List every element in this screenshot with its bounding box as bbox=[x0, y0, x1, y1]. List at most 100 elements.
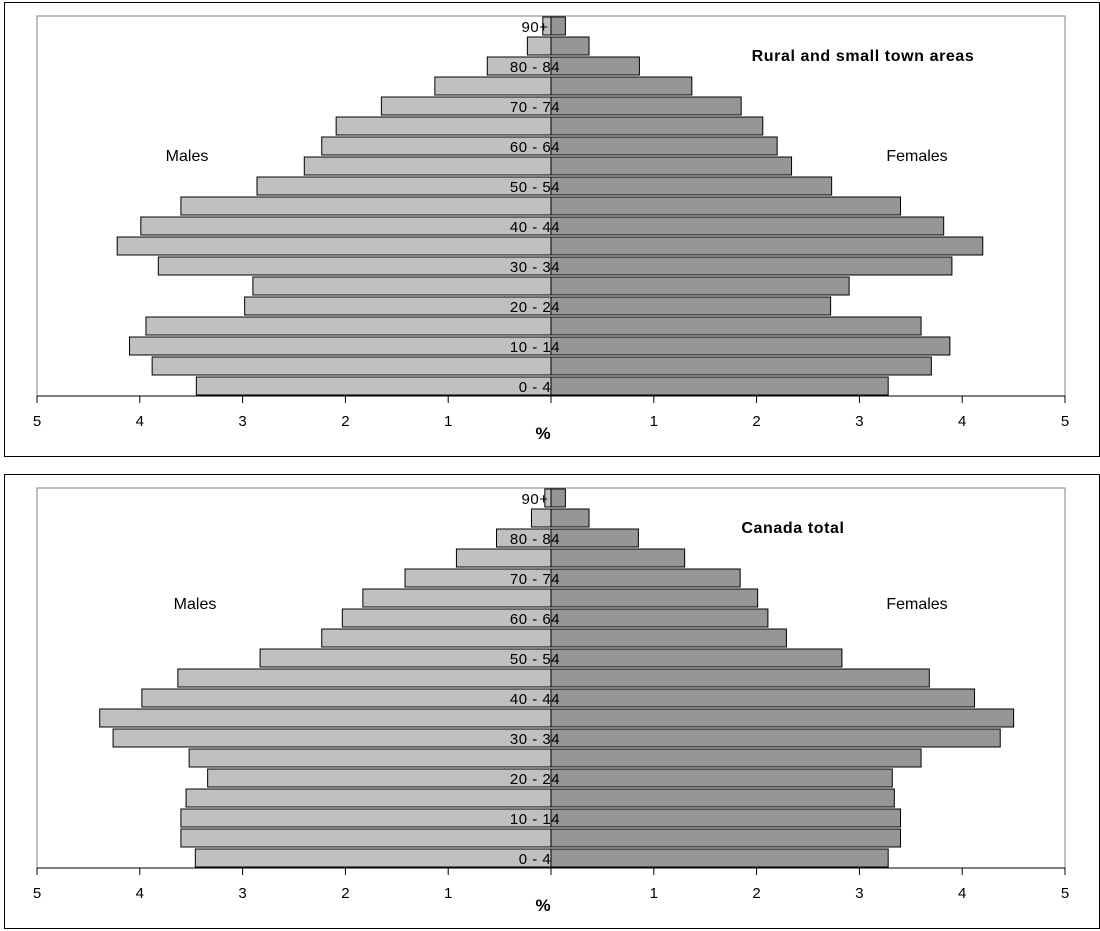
bar-female bbox=[550, 296, 832, 316]
category-label: 40 - 44 bbox=[510, 219, 560, 236]
bar-female bbox=[550, 376, 889, 396]
bar-female bbox=[550, 276, 850, 296]
x-tick-label: 2 bbox=[341, 885, 349, 902]
bar-female bbox=[550, 116, 764, 136]
category-label: 50 - 54 bbox=[510, 179, 560, 196]
legend-males: Males bbox=[174, 596, 217, 613]
bar-male bbox=[129, 336, 552, 356]
bars-layer bbox=[116, 16, 984, 396]
category-label: 80 - 84 bbox=[510, 531, 560, 548]
bar-male bbox=[145, 316, 552, 336]
category-label: 0 - 4 bbox=[519, 851, 552, 868]
bar-male bbox=[526, 36, 552, 56]
category-label: 50 - 54 bbox=[510, 651, 560, 668]
bar-male bbox=[303, 156, 552, 176]
bar-female bbox=[550, 76, 693, 96]
bar-female bbox=[550, 256, 953, 276]
x-axis-label: % bbox=[535, 424, 550, 443]
bar-male bbox=[455, 548, 552, 568]
bar-male bbox=[151, 356, 552, 376]
x-tick-label: 5 bbox=[33, 885, 41, 902]
bar-female bbox=[550, 528, 639, 548]
category-label: 60 - 64 bbox=[510, 139, 560, 156]
pyramid-chart-rural: 0 - 4 10 - 14 20 - 24 30 - 34 40 - 44 50 - 54… bbox=[33, 15, 1069, 443]
bar-male bbox=[99, 708, 552, 728]
x-tick-label: 3 bbox=[238, 885, 246, 902]
chart-title: Rural and small town areas bbox=[752, 48, 975, 65]
bar-male bbox=[335, 116, 552, 136]
x-axis-label: % bbox=[535, 896, 550, 915]
bar-female bbox=[550, 648, 843, 668]
bar-male bbox=[252, 276, 552, 296]
bar-male bbox=[180, 196, 552, 216]
bar-female bbox=[550, 808, 902, 828]
bar-female bbox=[550, 316, 922, 336]
category-label: 90+ bbox=[522, 19, 549, 36]
bar-female bbox=[550, 748, 922, 768]
bar-male bbox=[321, 628, 552, 648]
bar-female bbox=[550, 356, 932, 376]
x-tick-label: 5 bbox=[1061, 885, 1069, 902]
bar-male bbox=[188, 748, 552, 768]
bar-female bbox=[550, 768, 893, 788]
bar-male bbox=[244, 296, 552, 316]
x-tick-label: 1 bbox=[444, 885, 452, 902]
bar-female bbox=[550, 588, 759, 608]
x-tick-label: 2 bbox=[752, 885, 760, 902]
bar-female bbox=[550, 728, 1001, 748]
bar-female bbox=[550, 548, 686, 568]
x-tick-label: 4 bbox=[136, 413, 144, 430]
bar-male bbox=[177, 668, 552, 688]
bar-female bbox=[550, 216, 945, 236]
chart-panel-canada: 0 - 4 10 - 14 20 - 24 30 - 34 40 - 44 50 - 54… bbox=[4, 474, 1100, 929]
x-ticks-layer: 5 4 3 2 1 1 2 3 4 5 bbox=[33, 868, 1069, 902]
bar-female bbox=[550, 628, 787, 648]
x-tick-label: 5 bbox=[33, 413, 41, 430]
bar-female bbox=[550, 136, 778, 156]
bar-female bbox=[550, 156, 793, 176]
bar-female bbox=[550, 568, 741, 588]
legend-males: Males bbox=[166, 148, 209, 165]
category-label: 30 - 34 bbox=[510, 259, 560, 276]
bar-female bbox=[550, 488, 566, 508]
category-label: 10 - 14 bbox=[510, 811, 560, 828]
category-label: 10 - 14 bbox=[510, 339, 560, 356]
bar-female bbox=[550, 176, 833, 196]
legend-females: Females bbox=[886, 596, 947, 613]
bar-male bbox=[140, 216, 552, 236]
bar-male bbox=[194, 848, 552, 868]
x-ticks-layer: 5 4 3 2 1 1 2 3 4 5 bbox=[33, 396, 1069, 430]
bar-male bbox=[256, 176, 552, 196]
bar-female bbox=[550, 96, 742, 116]
bar-female bbox=[550, 608, 769, 628]
bar-male bbox=[362, 588, 552, 608]
x-tick-label: 5 bbox=[1061, 413, 1069, 430]
bar-female bbox=[550, 668, 930, 688]
x-tick-label: 1 bbox=[650, 413, 658, 430]
category-label: 80 - 84 bbox=[510, 59, 560, 76]
bar-female bbox=[550, 688, 976, 708]
legend-females: Females bbox=[886, 148, 947, 165]
category-labels-layer: 0 - 4 10 - 14 20 - 24 30 - 34 40 - 44 50 - 54… bbox=[510, 491, 560, 868]
x-tick-label: 4 bbox=[958, 413, 966, 430]
category-label: 20 - 24 bbox=[510, 771, 560, 788]
bar-male bbox=[157, 256, 552, 276]
bar-male bbox=[180, 828, 552, 848]
bar-female bbox=[550, 36, 590, 56]
x-tick-label: 2 bbox=[752, 413, 760, 430]
bar-female bbox=[550, 336, 951, 356]
bar-male bbox=[434, 76, 552, 96]
bar-female bbox=[550, 708, 1015, 728]
bars-layer bbox=[99, 488, 1015, 868]
category-label: 70 - 74 bbox=[510, 99, 560, 116]
category-labels-layer: 0 - 4 10 - 14 20 - 24 30 - 34 40 - 44 50 - 54… bbox=[510, 19, 560, 396]
category-label: 60 - 64 bbox=[510, 611, 560, 628]
x-tick-label: 3 bbox=[855, 413, 863, 430]
bar-male bbox=[180, 808, 552, 828]
x-tick-label: 1 bbox=[444, 413, 452, 430]
category-label: 20 - 24 bbox=[510, 299, 560, 316]
pyramid-chart-canada: 0 - 4 10 - 14 20 - 24 30 - 34 40 - 44 50 - 54… bbox=[33, 487, 1069, 915]
chart-title: Canada total bbox=[741, 520, 844, 537]
bar-male bbox=[530, 508, 552, 528]
x-tick-label: 3 bbox=[238, 413, 246, 430]
